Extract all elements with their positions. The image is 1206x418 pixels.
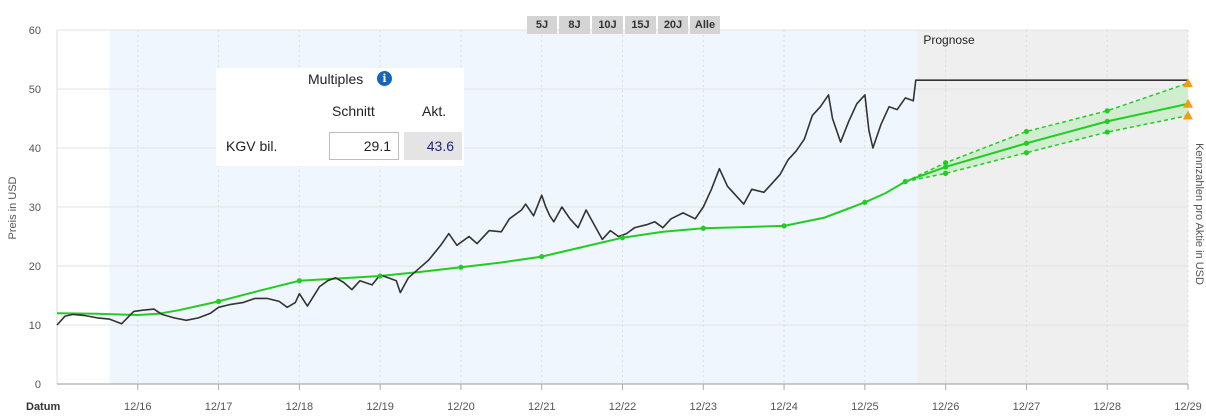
x-axis-ticks: 12/16 12/17 12/18 12/19 12/20 12/21 12/22 12/23… (124, 384, 1202, 413)
eps-forecast-point (1104, 129, 1110, 135)
eps-point (215, 298, 222, 304)
range-selector: 5J 8J 10J 15J 20J Alle (527, 16, 720, 34)
eps-point (902, 179, 908, 185)
forecast-end-marker (1183, 110, 1193, 120)
x-tick-label: 12/27 (1013, 401, 1041, 413)
forecast-end-marker (1183, 98, 1193, 108)
x-tick-label: 12/20 (447, 401, 475, 413)
range-button-all[interactable]: Alle (690, 16, 720, 34)
y-axis-ticks: 0 10 20 30 40 50 60 (29, 25, 41, 391)
column-header-current: Akt. (422, 103, 447, 119)
column-header-average: Schnitt (332, 103, 375, 119)
eps-point (296, 278, 302, 284)
row-label-pe: KGV bil. (226, 138, 278, 154)
y-tick-label: 30 (29, 202, 41, 214)
range-button-5y[interactable]: 5J (527, 16, 557, 34)
eps-line (56, 180, 906, 317)
y-tick-label: 40 (29, 143, 41, 155)
eps-forecast-point (943, 170, 949, 176)
x-tick-label: 12/22 (609, 401, 637, 413)
eps-forecast-point (1104, 108, 1110, 114)
marker-layer (215, 78, 1193, 304)
x-tick-label: 12/25 (851, 401, 879, 413)
y-axis-title-left: Preis in USD (7, 176, 19, 239)
y-tick-label: 0 (35, 379, 41, 391)
eps-forecast-point (1023, 140, 1030, 146)
y-tick-label: 10 (29, 320, 41, 332)
eps-forecast-point (943, 164, 949, 170)
eps-point (619, 235, 626, 241)
eps-point (377, 273, 383, 279)
y-tick-label: 50 (29, 84, 41, 96)
current-pe-value: 43.6 (404, 132, 462, 160)
info-icon[interactable]: i (377, 71, 392, 86)
x-tick-label: 12/26 (932, 401, 960, 413)
x-tick-label: 12/28 (1093, 401, 1121, 413)
x-tick-label: 12/18 (286, 401, 314, 413)
y-tick-label: 20 (29, 261, 41, 273)
eps-point (458, 264, 464, 270)
x-axis-title: Datum (26, 401, 60, 413)
eps-point (700, 225, 706, 231)
eps-forecast-point (943, 160, 949, 166)
eps-forecast-point (1023, 150, 1030, 156)
eps-forecast-point (1104, 118, 1110, 125)
eps-forecast-point (1023, 128, 1030, 135)
range-button-8y[interactable]: 8J (559, 16, 590, 34)
average-pe-value: 29.1 (329, 132, 399, 160)
x-tick-label: 12/19 (366, 401, 394, 413)
forecast-label: Prognose (923, 33, 975, 47)
range-button-20y[interactable]: 20J (658, 16, 688, 34)
eps-point (539, 253, 545, 260)
x-tick-label: 12/16 (124, 401, 152, 413)
multiples-panel: Multiples i Schnitt Akt. KGV bil. 29.1 4… (216, 68, 464, 166)
multiples-title: Multiples (308, 71, 364, 87)
x-tick-label: 12/29 (1174, 401, 1202, 413)
y-tick-label: 60 (29, 25, 41, 37)
range-button-10y[interactable]: 10J (592, 16, 623, 34)
x-tick-label: 12/17 (205, 401, 233, 413)
eps-point (862, 199, 868, 205)
price-line (56, 79, 1188, 326)
x-tick-label: 12/23 (690, 401, 718, 413)
y-axis-title-right: Kennzahlen pro Aktie in USD (1193, 143, 1205, 285)
eps-forecast-high-line (904, 82, 1189, 183)
eps-point (781, 223, 787, 229)
forecast-end-marker (1183, 78, 1193, 88)
x-tick-label: 12/24 (770, 401, 798, 413)
x-tick-label: 12/21 (528, 401, 556, 413)
range-button-15y[interactable]: 15J (625, 16, 656, 34)
